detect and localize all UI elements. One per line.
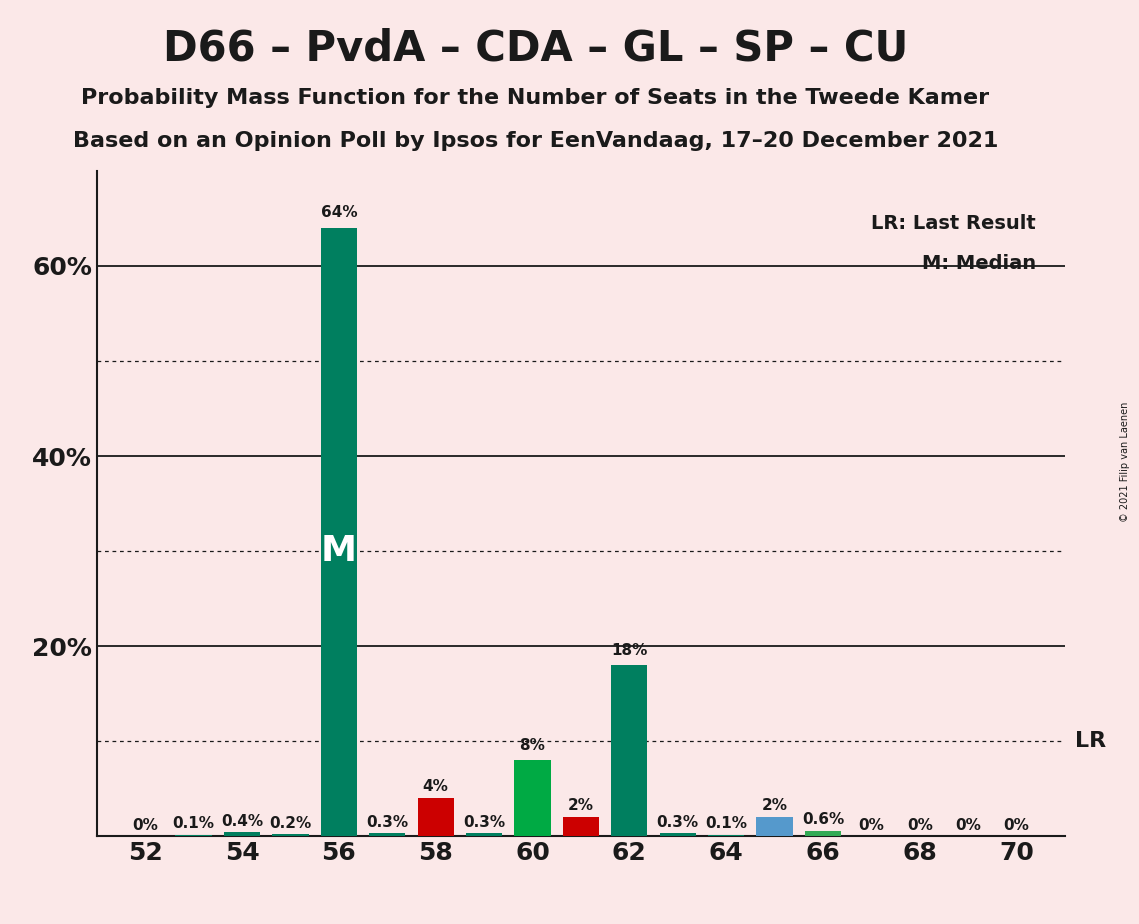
Bar: [321, 228, 357, 836]
Bar: [708, 835, 744, 836]
Bar: [224, 833, 260, 836]
Bar: [418, 798, 453, 836]
Bar: [563, 817, 599, 836]
Text: M: M: [321, 534, 357, 568]
Bar: [515, 760, 550, 836]
Text: Probability Mass Function for the Number of Seats in the Tweede Kamer: Probability Mass Function for the Number…: [81, 88, 990, 108]
Text: 0%: 0%: [956, 819, 981, 833]
Text: 0.3%: 0.3%: [367, 815, 408, 830]
Bar: [612, 665, 647, 836]
Bar: [756, 817, 793, 836]
Text: 0%: 0%: [859, 819, 884, 833]
Bar: [175, 835, 212, 836]
Text: 0.4%: 0.4%: [221, 814, 263, 829]
Bar: [659, 833, 696, 836]
Text: LR: Last Result: LR: Last Result: [871, 214, 1036, 233]
Text: 0.3%: 0.3%: [657, 815, 698, 830]
Text: D66 – PvdA – CDA – GL – SP – CU: D66 – PvdA – CDA – GL – SP – CU: [163, 28, 908, 69]
Text: 0.1%: 0.1%: [173, 817, 214, 832]
Text: 0.1%: 0.1%: [705, 817, 747, 832]
Text: 0.2%: 0.2%: [269, 816, 312, 831]
Bar: [369, 833, 405, 836]
Text: 64%: 64%: [320, 205, 358, 220]
Text: 0.3%: 0.3%: [464, 815, 505, 830]
Text: 0.6%: 0.6%: [802, 811, 844, 827]
Bar: [466, 833, 502, 836]
Text: 2%: 2%: [762, 798, 787, 813]
Bar: [805, 831, 841, 836]
Text: 2%: 2%: [568, 798, 593, 813]
Text: 18%: 18%: [612, 642, 647, 658]
Text: 0%: 0%: [1003, 819, 1030, 833]
Text: M: Median: M: Median: [921, 254, 1036, 274]
Text: © 2021 Filip van Laenen: © 2021 Filip van Laenen: [1120, 402, 1130, 522]
Text: LR: LR: [1074, 731, 1106, 751]
Text: 4%: 4%: [423, 780, 449, 795]
Text: 0%: 0%: [132, 819, 158, 833]
Bar: [272, 834, 309, 836]
Text: Based on an Opinion Poll by Ipsos for EenVandaag, 17–20 December 2021: Based on an Opinion Poll by Ipsos for Ee…: [73, 131, 998, 152]
Text: 8%: 8%: [519, 737, 546, 752]
Text: 0%: 0%: [907, 819, 933, 833]
